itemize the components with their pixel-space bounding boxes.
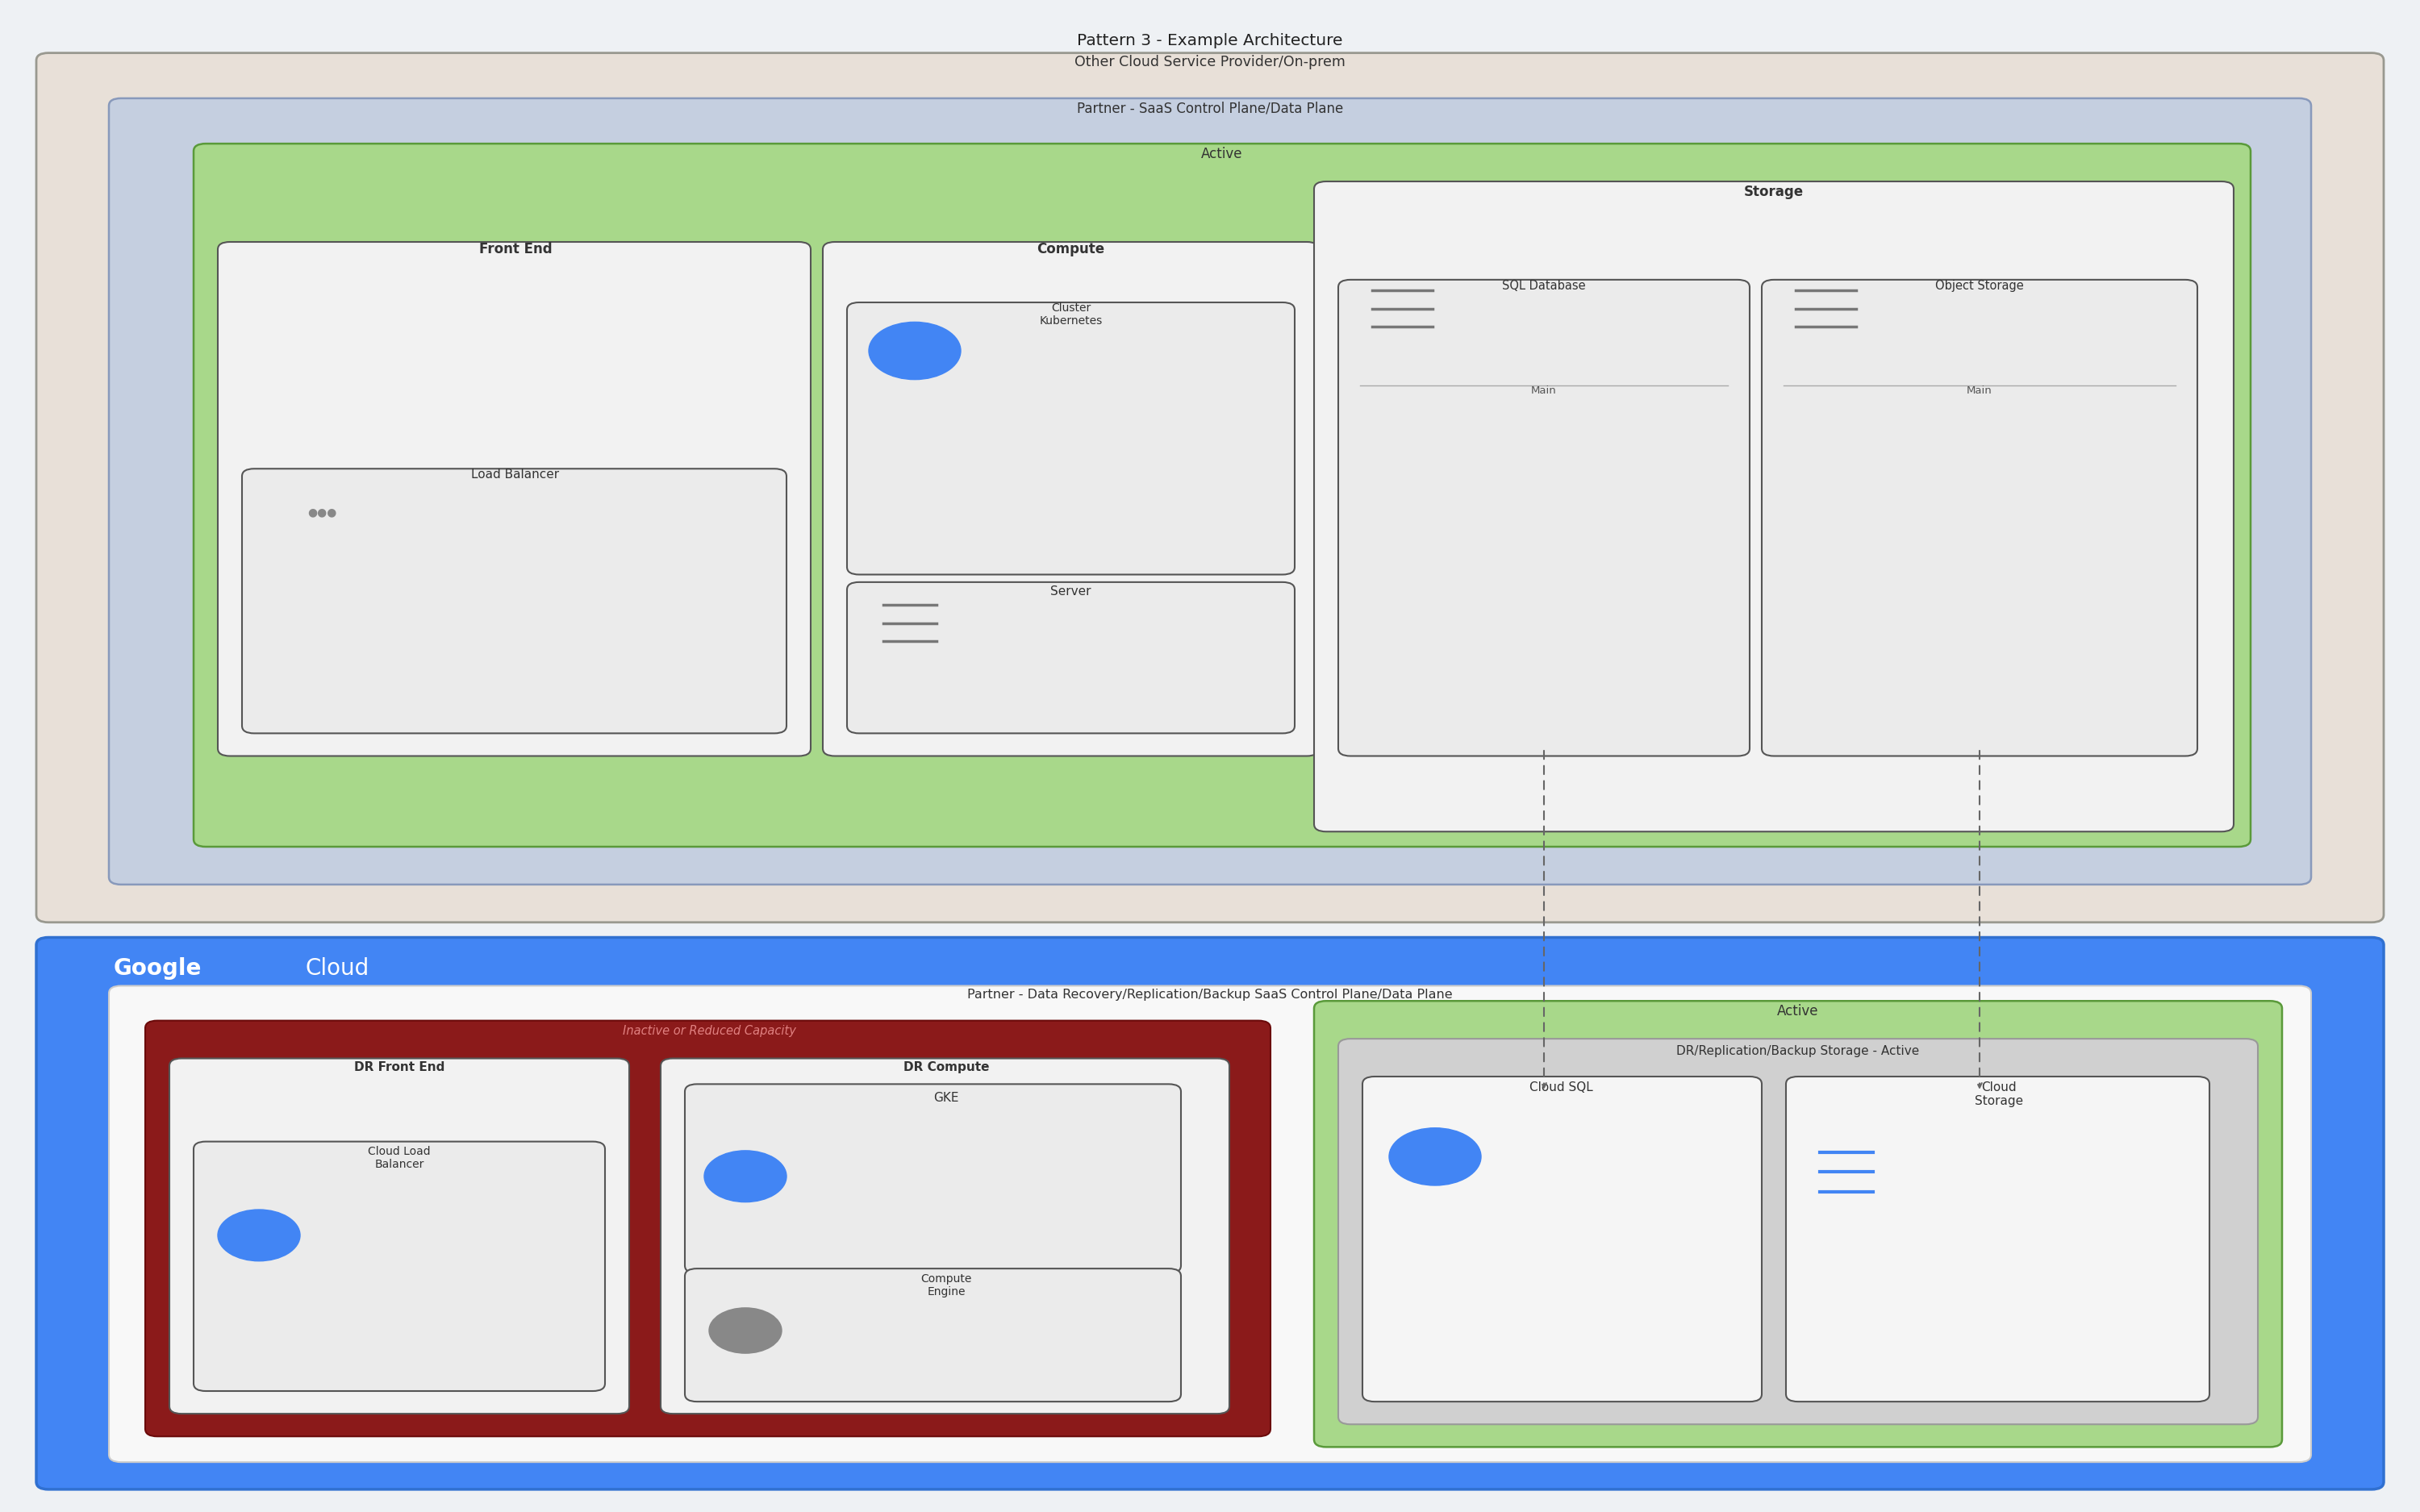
Text: Compute: Compute [1036, 242, 1106, 257]
FancyBboxPatch shape [169, 1058, 629, 1414]
FancyBboxPatch shape [685, 1084, 1181, 1273]
FancyBboxPatch shape [823, 242, 1319, 756]
Text: Google: Google [114, 957, 201, 980]
FancyBboxPatch shape [1314, 1001, 2282, 1447]
Text: Other Cloud Service Provider/On-prem: Other Cloud Service Provider/On-prem [1074, 54, 1346, 70]
FancyBboxPatch shape [1338, 280, 1750, 756]
Text: Front End: Front End [479, 242, 552, 257]
Text: Partner - SaaS Control Plane/Data Plane: Partner - SaaS Control Plane/Data Plane [1077, 101, 1343, 116]
Circle shape [709, 1308, 782, 1353]
FancyBboxPatch shape [847, 582, 1295, 733]
Circle shape [218, 1210, 300, 1261]
FancyBboxPatch shape [1362, 1077, 1762, 1402]
Text: DR Front End: DR Front End [353, 1061, 445, 1074]
Circle shape [1389, 1128, 1481, 1185]
Text: Main: Main [1967, 386, 1992, 396]
FancyBboxPatch shape [109, 98, 2311, 885]
Text: Cluster
Kubernetes: Cluster Kubernetes [1038, 302, 1104, 327]
Text: Pattern 3 - Example Architecture: Pattern 3 - Example Architecture [1077, 33, 1343, 48]
Text: Object Storage: Object Storage [1936, 280, 2023, 292]
Text: Cloud Load
Balancer: Cloud Load Balancer [368, 1146, 431, 1170]
FancyBboxPatch shape [1786, 1077, 2209, 1402]
FancyBboxPatch shape [194, 1142, 605, 1391]
FancyBboxPatch shape [1762, 280, 2197, 756]
FancyBboxPatch shape [145, 1021, 1270, 1436]
Text: Server: Server [1050, 585, 1091, 597]
Text: Main: Main [1532, 386, 1556, 396]
Text: DR Compute: DR Compute [903, 1061, 990, 1074]
FancyBboxPatch shape [847, 302, 1295, 575]
Text: Active: Active [1776, 1004, 1820, 1019]
Text: SQL Database: SQL Database [1503, 280, 1585, 292]
Text: GKE: GKE [934, 1092, 958, 1104]
FancyBboxPatch shape [242, 469, 786, 733]
FancyBboxPatch shape [685, 1269, 1181, 1402]
FancyBboxPatch shape [1338, 1039, 2258, 1424]
FancyBboxPatch shape [1314, 181, 2234, 832]
FancyBboxPatch shape [661, 1058, 1229, 1414]
Text: Cloud SQL: Cloud SQL [1529, 1081, 1592, 1093]
FancyBboxPatch shape [36, 937, 2384, 1489]
Circle shape [704, 1151, 786, 1202]
Text: Compute
Engine: Compute Engine [920, 1273, 973, 1297]
Circle shape [869, 322, 961, 380]
FancyBboxPatch shape [36, 53, 2384, 922]
Text: ●●●: ●●● [307, 507, 336, 519]
FancyBboxPatch shape [218, 242, 811, 756]
FancyBboxPatch shape [194, 144, 2251, 847]
Text: Cloud: Cloud [305, 957, 368, 980]
Text: Active: Active [1200, 147, 1244, 162]
Text: Cloud
Storage: Cloud Storage [1975, 1081, 2023, 1107]
Text: Partner - Data Recovery/Replication/Backup SaaS Control Plane/Data Plane: Partner - Data Recovery/Replication/Back… [968, 989, 1452, 1001]
FancyBboxPatch shape [109, 986, 2311, 1462]
Text: Inactive or Reduced Capacity: Inactive or Reduced Capacity [622, 1025, 796, 1037]
Text: DR/Replication/Backup Storage - Active: DR/Replication/Backup Storage - Active [1677, 1045, 1919, 1057]
Text: Storage: Storage [1745, 184, 1803, 200]
Text: Load Balancer: Load Balancer [472, 469, 559, 481]
